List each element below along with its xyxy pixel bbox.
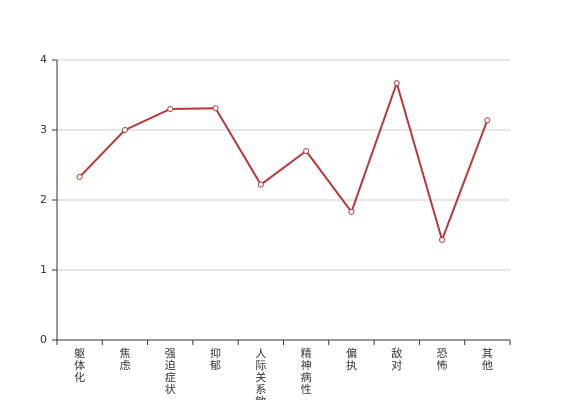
x-tick-label: 焦虑 (119, 347, 130, 372)
point (121, 127, 128, 133)
x-tick-label: 精神病性 (301, 347, 312, 396)
x-tick-label: 人际关系敏感 (255, 347, 266, 400)
point (348, 208, 355, 215)
point (212, 105, 219, 112)
x-tick-label: 强迫症状 (165, 347, 176, 396)
point (167, 106, 174, 112)
x-tick-label: 偏执 (346, 346, 357, 372)
y-tick-label: 3 (40, 123, 47, 136)
y-tick-label: 1 (40, 263, 47, 276)
point (257, 181, 264, 188)
point (76, 173, 83, 180)
x-tick-label: 恐怖 (437, 347, 448, 372)
x-tick-label: 躯体化 (74, 347, 85, 384)
y-tick-label: 4 (40, 53, 47, 66)
line (78, 79, 489, 244)
y-tick-label: 0 (40, 333, 47, 346)
point (393, 80, 400, 87)
x-tick-label: 其他 (482, 347, 493, 372)
x-tick-label: 抑郁 (210, 346, 221, 372)
point (439, 236, 446, 243)
x-tick-label: 敌对 (391, 346, 402, 372)
y-tick-label: 2 (40, 193, 47, 206)
point (484, 117, 491, 124)
point (303, 148, 310, 154)
